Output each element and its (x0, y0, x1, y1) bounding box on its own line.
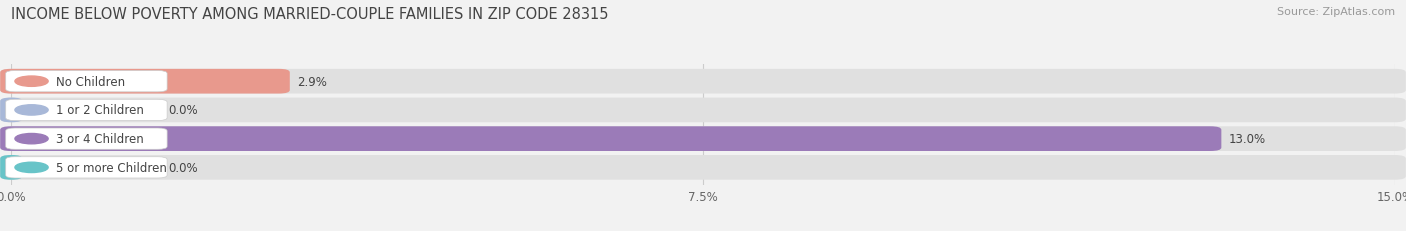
FancyBboxPatch shape (0, 98, 22, 123)
Text: 1 or 2 Children: 1 or 2 Children (55, 104, 143, 117)
Text: No Children: No Children (55, 75, 125, 88)
FancyBboxPatch shape (6, 128, 167, 150)
Circle shape (15, 162, 48, 173)
FancyBboxPatch shape (0, 70, 1406, 94)
Text: 2.9%: 2.9% (297, 75, 328, 88)
Text: 3 or 4 Children: 3 or 4 Children (55, 133, 143, 146)
FancyBboxPatch shape (6, 100, 167, 121)
FancyBboxPatch shape (0, 155, 1406, 180)
Text: Source: ZipAtlas.com: Source: ZipAtlas.com (1277, 7, 1395, 17)
Circle shape (15, 105, 48, 116)
Text: 0.0%: 0.0% (169, 104, 198, 117)
FancyBboxPatch shape (0, 98, 1406, 123)
FancyBboxPatch shape (0, 127, 1406, 151)
FancyBboxPatch shape (6, 157, 167, 178)
Text: INCOME BELOW POVERTY AMONG MARRIED-COUPLE FAMILIES IN ZIP CODE 28315: INCOME BELOW POVERTY AMONG MARRIED-COUPL… (11, 7, 609, 22)
Text: 5 or more Children: 5 or more Children (55, 161, 166, 174)
FancyBboxPatch shape (6, 71, 167, 92)
FancyBboxPatch shape (0, 70, 290, 94)
Circle shape (15, 77, 48, 87)
Text: 0.0%: 0.0% (169, 161, 198, 174)
Text: 13.0%: 13.0% (1229, 133, 1265, 146)
Circle shape (15, 134, 48, 144)
FancyBboxPatch shape (0, 155, 22, 180)
FancyBboxPatch shape (0, 127, 1222, 151)
